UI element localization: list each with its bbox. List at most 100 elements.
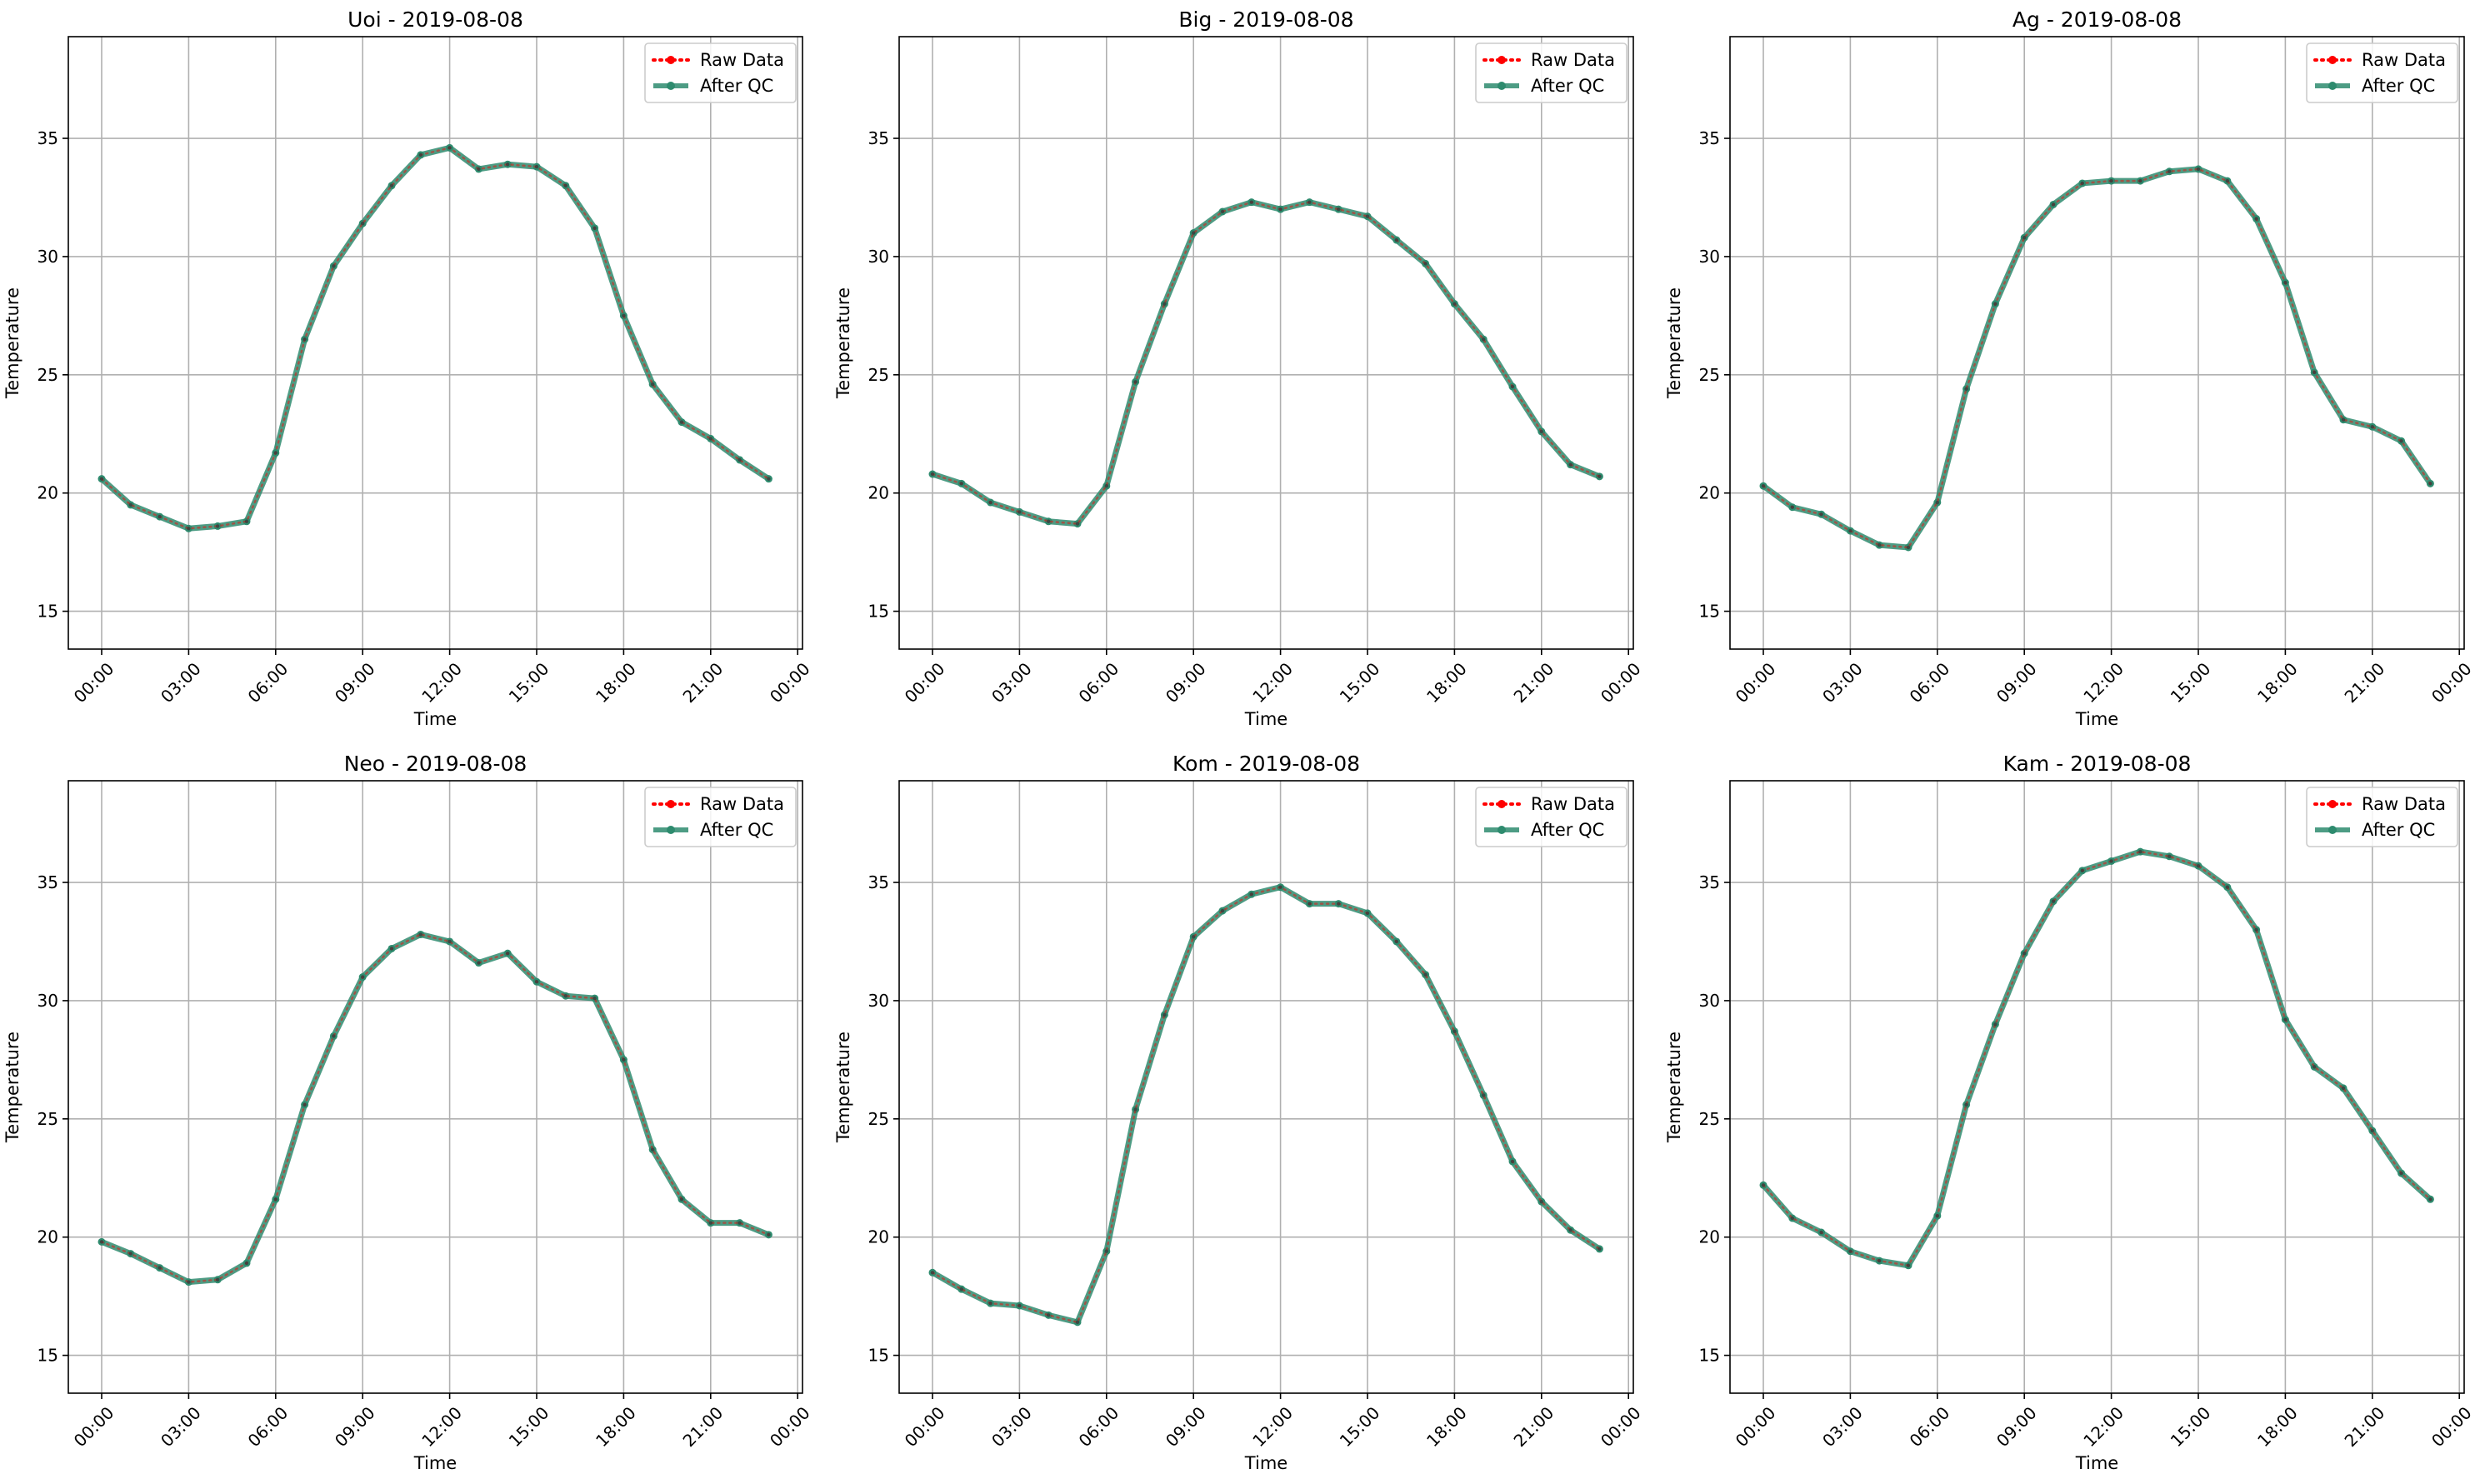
chart-1-point-raw-data — [767, 477, 771, 481]
chart-5-point-raw-data — [1192, 935, 1196, 939]
chart-2-point-raw-data — [1394, 237, 1399, 242]
chart-5-point-raw-data — [1018, 1303, 1022, 1308]
chart-2-ytick-label: 20 — [868, 483, 889, 503]
chart-5-point-raw-data — [1337, 902, 1341, 906]
chart-2-ytick-label: 35 — [868, 128, 889, 148]
chart-5-xlabel: Time — [1244, 1453, 1288, 1473]
chart-4-point-raw-data — [477, 961, 481, 965]
chart-2-point-raw-data — [988, 500, 992, 505]
chart-1-point-raw-data — [332, 264, 336, 268]
chart-4-point-raw-data — [622, 1057, 626, 1062]
chart-2-legend-qc-label: After QC — [1531, 76, 1604, 96]
chart-1-xtick-label: 00:00 — [766, 658, 814, 707]
chart-6-series-after-qc — [1760, 848, 2433, 1269]
chart-1-point-raw-data — [273, 451, 278, 455]
chart-4-xtick-label: 21:00 — [679, 1402, 728, 1451]
chart-4-point-raw-data — [563, 994, 568, 998]
chart-3-point-raw-data — [2022, 236, 2027, 240]
chart-1-point-raw-data — [679, 420, 684, 424]
chart-4-point-raw-data — [738, 1221, 742, 1225]
chart-6-point-raw-data — [2080, 868, 2084, 873]
chart-3-xtick-label: 18:00 — [2253, 658, 2302, 707]
chart-5-xtick-label: 00:00 — [901, 1402, 949, 1451]
chart-4-point-raw-data — [302, 1102, 307, 1107]
chart-3-point-raw-data — [1964, 387, 1968, 392]
chart-5-legend-qc-marker — [1498, 826, 1506, 834]
chart-3-xtick-label: 00:00 — [1732, 658, 1780, 707]
chart-2-ytick-label: 25 — [868, 365, 889, 385]
chart-6-point-raw-data — [2370, 1128, 2374, 1133]
chart-3-point-raw-data — [1761, 483, 1766, 488]
chart-5: Kom - 2019-08-08 15 20 25 30 35 00:00 03:00 06:0… — [833, 752, 1645, 1473]
chart-2-point-raw-data — [930, 472, 935, 477]
chart-1-point-raw-data — [477, 167, 481, 172]
chart-2-point-raw-data — [1018, 510, 1022, 514]
chart-4-point-raw-data — [99, 1240, 104, 1244]
chart-2-point-raw-data — [1482, 337, 1486, 342]
chart-4-frame — [68, 780, 803, 1394]
chart-1-point-raw-data — [302, 337, 307, 342]
chart-4-ytick-label: 35 — [38, 872, 58, 892]
chart-2-point-raw-data — [1133, 380, 1138, 384]
chart-2-ytick-label: 15 — [868, 602, 889, 622]
chart-3-series-after-qc — [1760, 166, 2433, 551]
chart-5-point-raw-data — [1452, 1029, 1457, 1034]
chart-2-legend-raw-label: Raw Data — [1531, 50, 1615, 70]
chart-1-ytick-label: 35 — [38, 128, 58, 148]
chart-6-xtick-label: 18:00 — [2253, 1402, 2302, 1451]
chart-6-title: Kam - 2019-08-08 — [2003, 752, 2192, 776]
chart-5-ytick-label: 35 — [868, 872, 889, 892]
chart-4-point-raw-data — [708, 1221, 712, 1225]
chart-3-point-raw-data — [2051, 202, 2056, 207]
chart-6-xtick-label: 03:00 — [1818, 1402, 1867, 1451]
chart-5-xtick-label: 09:00 — [1162, 1402, 1210, 1451]
chart-1-point-raw-data — [448, 146, 452, 150]
chart-3-point-raw-data — [2254, 217, 2258, 221]
chart-6-legend-raw-marker — [2328, 800, 2337, 808]
chart-4-legend-raw-label: Raw Data — [700, 794, 784, 814]
chart-1-point-raw-data — [361, 221, 365, 226]
chart-4-point-raw-data — [361, 975, 365, 979]
chart-3-series-raw-data — [1762, 167, 2432, 549]
chart-2-point-raw-data — [1308, 200, 1312, 204]
chart-1-xtick-label: 21:00 — [679, 658, 728, 707]
chart-4-point-raw-data — [592, 996, 597, 1001]
chart-4-series-raw-data — [100, 933, 770, 1283]
chart-6-point-raw-data — [2341, 1086, 2346, 1091]
chart-3-point-raw-data — [2109, 178, 2113, 183]
chart-1-point-raw-data — [651, 382, 655, 387]
chart-1-xtick-label: 06:00 — [244, 658, 292, 707]
chart-3-ytick-label: 25 — [1699, 365, 1720, 385]
chart-6-point-raw-data — [2428, 1197, 2432, 1202]
chart-4-point-raw-data — [448, 939, 452, 944]
chart-2-xlabel: Time — [1244, 709, 1288, 729]
chart-1-legend-raw-label: Raw Data — [700, 50, 784, 70]
chart-1-point-raw-data — [592, 226, 597, 231]
chart-1-xtick-label: 18:00 — [592, 658, 640, 707]
chart-5-xtick-label: 00:00 — [1597, 1402, 1645, 1451]
chart-4-xtick-label: 12:00 — [418, 1402, 466, 1451]
chart-3-point-raw-data — [1878, 542, 1882, 547]
chart-6-legend-raw-label: Raw Data — [2362, 794, 2446, 814]
chart-1-point-raw-data — [158, 514, 162, 519]
chart-1-ytick-label: 15 — [38, 602, 58, 622]
chart-3-point-raw-data — [2080, 181, 2084, 186]
chart-5-point-raw-data — [1104, 1249, 1109, 1253]
chart-6-point-raw-data — [1790, 1216, 1794, 1221]
chart-3-point-raw-data — [2370, 425, 2374, 429]
chart-1-ytick-label: 25 — [38, 365, 58, 385]
chart-2-point-raw-data — [959, 482, 964, 486]
chart-1-ytick-label: 30 — [38, 247, 58, 267]
chart-6-legend-qc-marker — [2328, 826, 2337, 834]
chart-1-point-raw-data — [506, 162, 510, 167]
chart-1-series-after-qc — [98, 144, 772, 532]
chart-4-point-raw-data — [332, 1034, 336, 1038]
chart-1-point-raw-data — [622, 313, 626, 318]
chart-6-series-raw-data — [1762, 850, 2432, 1267]
chart-1-xtick-label: 15:00 — [505, 658, 553, 707]
chart-4-point-raw-data — [534, 980, 539, 984]
chart-4-point-raw-data — [418, 932, 422, 937]
chart-5-ytick-label: 25 — [868, 1109, 889, 1129]
chart-3-ytick-label: 35 — [1699, 128, 1720, 148]
chart-3-ytick-label: 20 — [1699, 483, 1720, 503]
